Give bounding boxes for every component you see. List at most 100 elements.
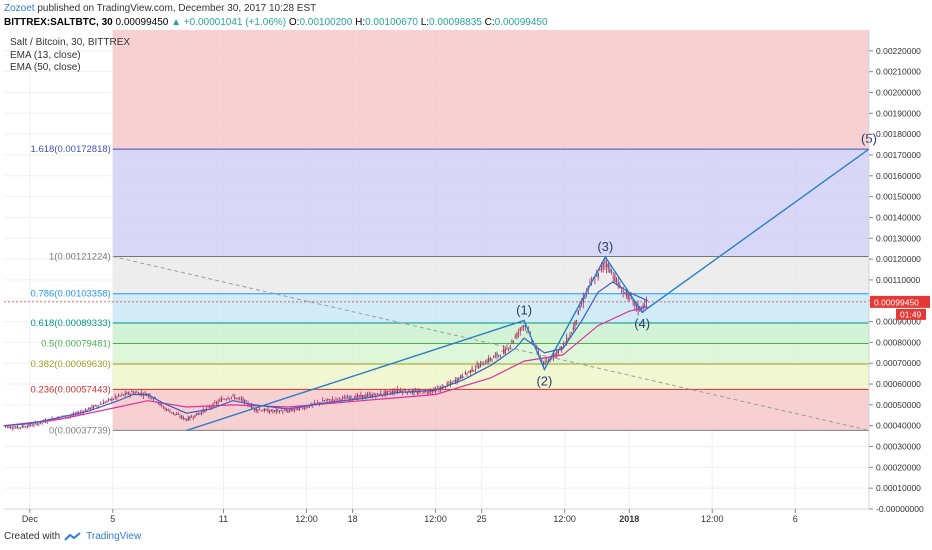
candle-body	[84, 409, 86, 412]
candle-body	[421, 393, 423, 394]
candle-body	[297, 407, 299, 411]
footer-brand[interactable]: TradingView	[86, 531, 142, 542]
candle-body	[446, 383, 448, 385]
candle-body	[521, 327, 523, 328]
candle-body	[644, 304, 646, 308]
fib-level-label: 0.5(0.00079481)	[41, 338, 111, 349]
candle-body	[444, 387, 447, 388]
symbol-price: 0.00099450	[115, 17, 169, 28]
candle-body	[554, 353, 556, 357]
candle-body	[99, 403, 101, 405]
candle-body	[469, 370, 472, 374]
candle-body	[18, 427, 20, 428]
y-tick-label: 0.00090000	[876, 317, 921, 327]
candle-body	[293, 409, 296, 411]
candle-body	[101, 403, 103, 405]
candle-body	[328, 398, 330, 400]
candle-body	[282, 411, 284, 413]
candle-body	[119, 395, 121, 397]
open-value: 0.00100200	[299, 17, 353, 28]
y-tick-label: 0.00110000	[876, 275, 921, 285]
candle-body	[622, 290, 624, 293]
candle-body	[23, 426, 25, 427]
candle-body	[88, 407, 90, 410]
candle-body	[345, 398, 347, 400]
candle-body	[219, 399, 221, 401]
candle-body	[627, 292, 629, 300]
fib-level-label: 0.786(0.00103358)	[31, 289, 111, 300]
candle-body	[161, 404, 163, 406]
candle-body	[34, 422, 37, 424]
fib-band	[112, 293, 869, 323]
candle-body	[552, 352, 555, 358]
candle-body	[559, 346, 561, 349]
fib-level-label: 1(0.00121224)	[49, 252, 111, 263]
candle-body	[262, 410, 264, 412]
candle-body	[315, 402, 317, 404]
candle-body	[94, 404, 96, 407]
candle-body	[89, 407, 91, 410]
candle-body	[600, 266, 603, 270]
y-tick-label: 0.00070000	[876, 358, 921, 368]
candle-body	[21, 425, 23, 428]
candle-body	[242, 399, 244, 401]
candle-body	[127, 392, 130, 395]
candle-body	[393, 390, 395, 393]
y-tick-label: 0.00080000	[876, 337, 921, 347]
candle-body	[408, 389, 410, 393]
candle-body	[488, 358, 490, 362]
x-tick-label: 18	[348, 514, 358, 524]
candle-body	[38, 423, 40, 425]
candle-body	[106, 400, 108, 402]
candle-body	[142, 395, 145, 396]
fib-level-label: 0.382(0.00069630)	[31, 359, 111, 370]
candle-body	[39, 421, 42, 424]
y-tick-label: 0.00200000	[876, 87, 921, 97]
candle-body	[323, 400, 325, 402]
candle-body	[174, 413, 176, 415]
candle-body	[522, 325, 525, 328]
candle-body	[428, 390, 430, 394]
candle-body	[582, 297, 584, 303]
publish-line: Zozoet published on TradingView.com, Dec…	[4, 3, 316, 14]
legend-title[interactable]: Salt / Bitcoin, 30, BITTREX	[10, 37, 131, 48]
close-label: C:	[484, 17, 495, 28]
candle-body	[557, 349, 560, 354]
y-tick-label: 0.00130000	[876, 233, 921, 243]
candle-body	[433, 388, 435, 390]
countdown-tag	[896, 308, 926, 320]
legend-ema13[interactable]: EMA (13, close)	[10, 49, 81, 61]
candle-body	[634, 301, 636, 306]
candle-body	[182, 416, 184, 419]
candle-body	[280, 409, 282, 411]
candle-body	[579, 305, 581, 309]
fib-level-label: 1.618(0.00172818)	[31, 144, 111, 155]
candle-body	[347, 396, 349, 399]
candle-body	[576, 320, 578, 322]
candle-body	[136, 392, 138, 393]
candle-body	[220, 398, 223, 402]
candle-body	[396, 388, 398, 392]
candle-body	[179, 416, 181, 418]
candle-body	[209, 406, 211, 409]
candle-body	[390, 392, 392, 394]
x-tick-label: Dec	[22, 514, 39, 524]
candle-body	[275, 409, 277, 412]
ema13-line	[3, 281, 648, 427]
candle-body	[629, 294, 631, 297]
candle-body	[250, 405, 252, 408]
wave-label: (3)	[597, 239, 613, 254]
legend-ema50[interactable]: EMA (50, close)	[10, 62, 81, 73]
candle-body	[479, 363, 481, 368]
candle-body	[595, 274, 598, 276]
candle-body	[614, 274, 616, 282]
candle-body	[292, 409, 294, 411]
candle-body	[98, 405, 100, 407]
fib-band	[112, 322, 869, 344]
candle-body	[24, 427, 27, 428]
candle-body	[612, 277, 614, 279]
candle-body	[152, 398, 154, 400]
fib-trend-line	[112, 256, 870, 431]
author-link[interactable]: Zozoet	[4, 3, 35, 14]
